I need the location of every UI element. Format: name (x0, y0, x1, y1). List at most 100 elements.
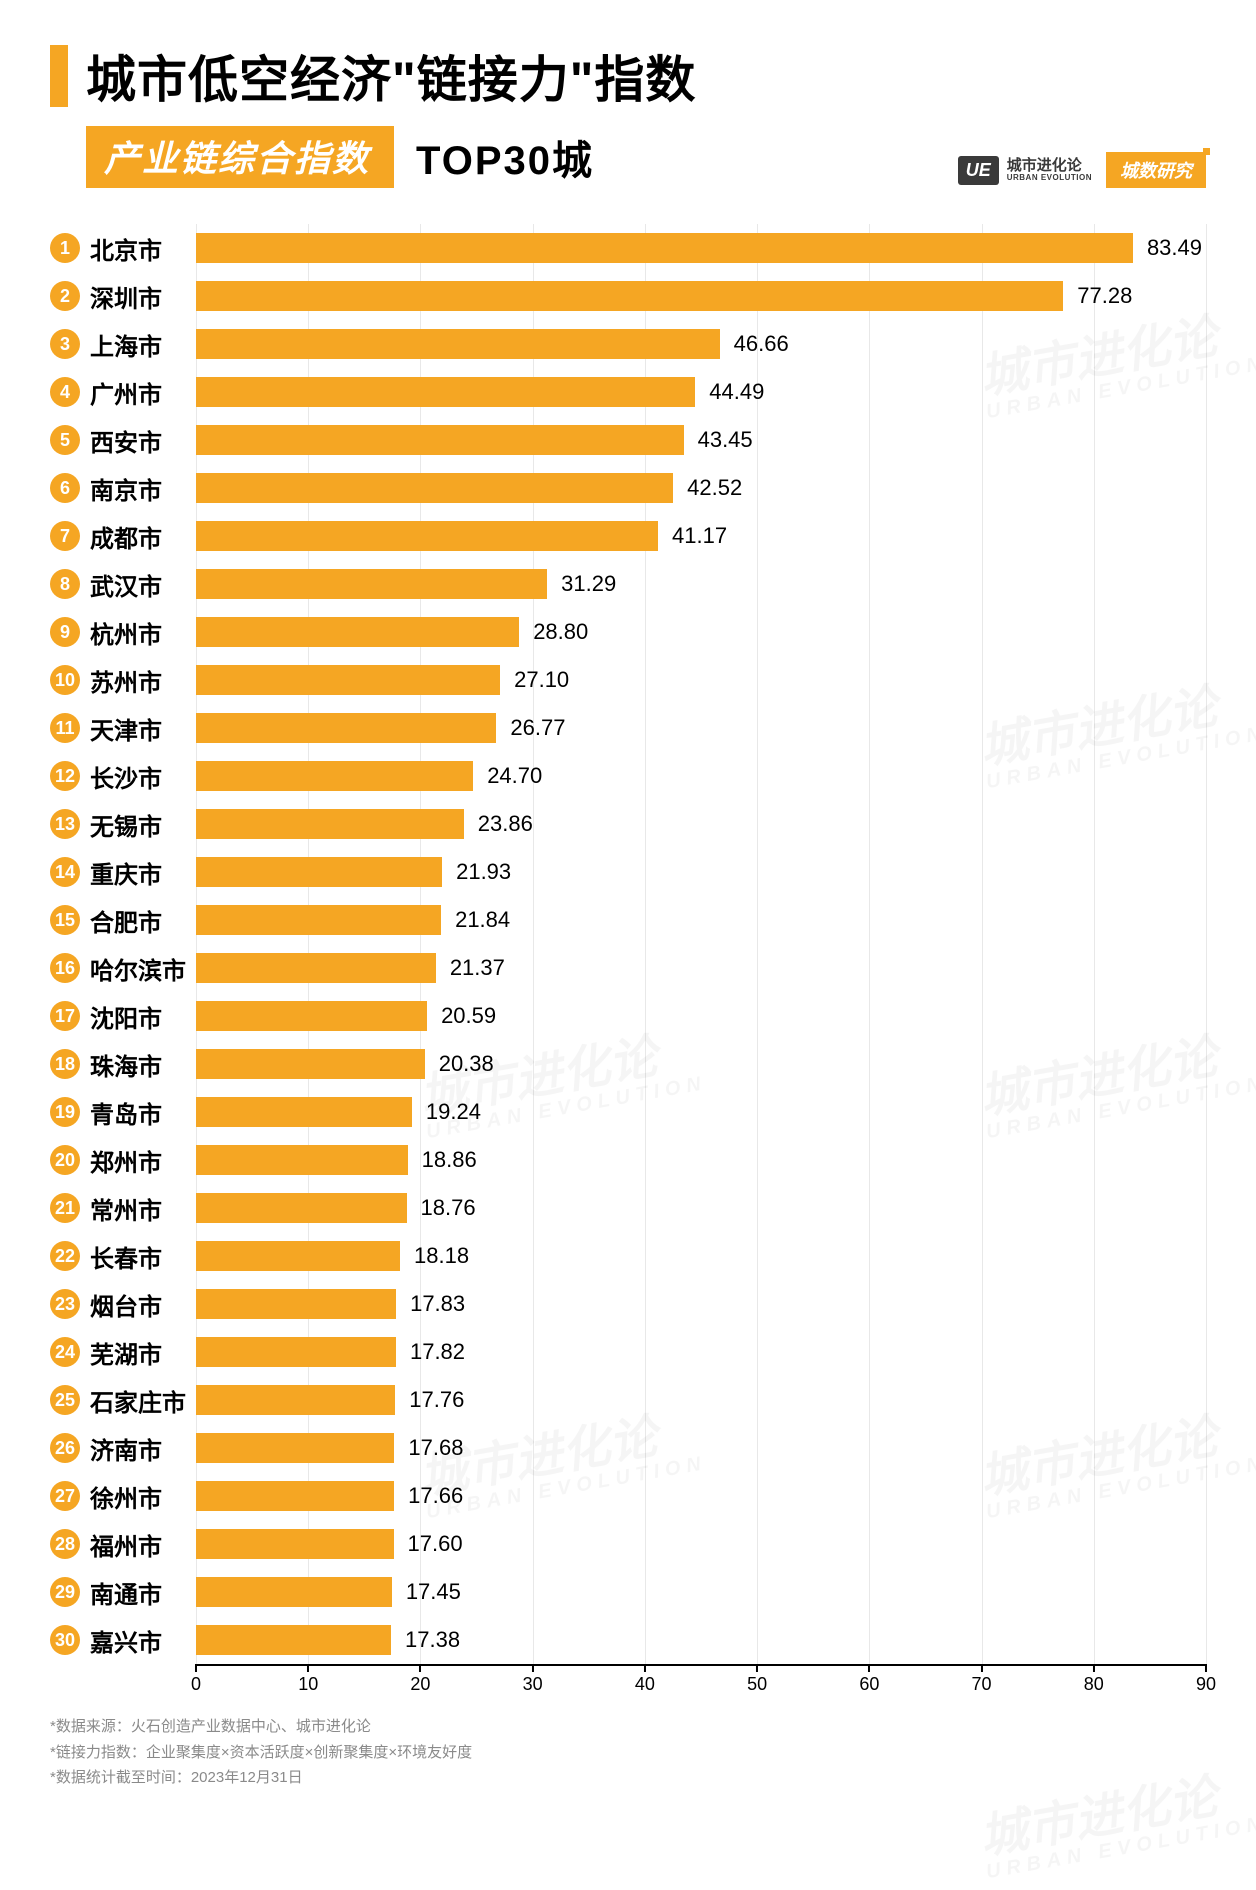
rank-badge: 28 (50, 1529, 80, 1559)
chart-row: 12长沙市24.70 (50, 752, 1206, 800)
x-tick: 80 (1084, 1664, 1104, 1695)
bar-value: 28.80 (533, 619, 588, 645)
chart-row: 3上海市46.66 (50, 320, 1206, 368)
city-label: 西安市 (80, 423, 196, 458)
chart-row: 15合肥市21.84 (50, 896, 1206, 944)
bar-value: 42.52 (687, 475, 742, 501)
chart-row: 6南京市42.52 (50, 464, 1206, 512)
city-label: 哈尔滨市 (80, 951, 196, 986)
bar-area: 17.38 (196, 1616, 1206, 1664)
city-label: 杭州市 (80, 615, 196, 650)
rank-badge: 4 (50, 377, 80, 407)
city-label: 常州市 (80, 1191, 196, 1226)
bar-area: 44.49 (196, 368, 1206, 416)
bar-area: 77.28 (196, 272, 1206, 320)
bar-value: 19.24 (426, 1099, 481, 1125)
rank-badge: 5 (50, 425, 80, 455)
bar-area: 21.93 (196, 848, 1206, 896)
bar-area: 27.10 (196, 656, 1206, 704)
main-title: 城市低空经济"链接力"指数 (86, 40, 696, 112)
city-label: 长春市 (80, 1239, 196, 1274)
city-label: 徐州市 (80, 1479, 196, 1514)
chart-row: 21常州市18.76 (50, 1184, 1206, 1232)
chart-row: 22长春市18.18 (50, 1232, 1206, 1280)
header: 城市低空经济"链接力"指数 产业链综合指数 TOP30城 UE 城市进化论 UR… (50, 40, 1206, 188)
x-tick-label: 70 (972, 1674, 992, 1695)
rank-badge: 17 (50, 1001, 80, 1031)
chart-row: 27徐州市17.66 (50, 1472, 1206, 1520)
bar-value: 18.18 (414, 1243, 469, 1269)
bar-area: 17.82 (196, 1328, 1206, 1376)
x-tick-label: 40 (635, 1674, 655, 1695)
bar (196, 1001, 427, 1031)
bar-value: 44.49 (709, 379, 764, 405)
rank-badge: 18 (50, 1049, 80, 1079)
bar (196, 905, 441, 935)
x-tick: 90 (1196, 1664, 1216, 1695)
rank-badge: 11 (50, 713, 80, 743)
bar (196, 1577, 392, 1607)
title-row: 城市低空经济"链接力"指数 (50, 40, 1206, 112)
bar (196, 761, 473, 791)
chart-row: 5西安市43.45 (50, 416, 1206, 464)
rank-badge: 7 (50, 521, 80, 551)
bar-value: 21.93 (456, 859, 511, 885)
bar-value: 27.10 (514, 667, 569, 693)
city-label: 济南市 (80, 1431, 196, 1466)
footnote-line: *数据来源：火石创造产业数据中心、城市进化论 (50, 1714, 1206, 1740)
bar-value: 31.29 (561, 571, 616, 597)
bar (196, 1049, 425, 1079)
chart-row: 4广州市44.49 (50, 368, 1206, 416)
bar-chart: 1北京市83.492深圳市77.283上海市46.664广州市44.495西安市… (50, 224, 1206, 1694)
bar-area: 17.66 (196, 1472, 1206, 1520)
rank-badge: 20 (50, 1145, 80, 1175)
bar-area: 41.17 (196, 512, 1206, 560)
chart-row: 30嘉兴市17.38 (50, 1616, 1206, 1664)
bar (196, 953, 436, 983)
x-tick: 40 (635, 1664, 655, 1695)
footnote-line: *链接力指数：企业聚集度×资本活跃度×创新聚集度×环境友好度 (50, 1740, 1206, 1766)
bar-value: 23.86 (478, 811, 533, 837)
chart-row: 20郑州市18.86 (50, 1136, 1206, 1184)
rank-badge: 6 (50, 473, 80, 503)
bar-value: 41.17 (672, 523, 727, 549)
bar (196, 1097, 412, 1127)
bar-area: 23.86 (196, 800, 1206, 848)
chart-row: 8武汉市31.29 (50, 560, 1206, 608)
bar-area: 43.45 (196, 416, 1206, 464)
chart-row: 25石家庄市17.76 (50, 1376, 1206, 1424)
bar (196, 1145, 408, 1175)
bar (196, 1337, 396, 1367)
bar-value: 83.49 (1147, 235, 1202, 261)
bar (196, 473, 673, 503)
city-label: 苏州市 (80, 663, 196, 698)
bar (196, 1193, 407, 1223)
x-tick: 70 (972, 1664, 992, 1695)
bar (196, 1241, 400, 1271)
x-tick: 0 (191, 1664, 201, 1695)
bar-value: 17.66 (408, 1483, 463, 1509)
bar-value: 17.68 (408, 1435, 463, 1461)
x-tick: 20 (410, 1664, 430, 1695)
bar-value: 17.45 (406, 1579, 461, 1605)
chart-row: 18珠海市20.38 (50, 1040, 1206, 1088)
chart-row: 2深圳市77.28 (50, 272, 1206, 320)
rank-badge: 23 (50, 1289, 80, 1319)
bar-value: 77.28 (1077, 283, 1132, 309)
chart-rows: 1北京市83.492深圳市77.283上海市46.664广州市44.495西安市… (50, 224, 1206, 1664)
rank-badge: 12 (50, 761, 80, 791)
chart-row: 11天津市26.77 (50, 704, 1206, 752)
bar-value: 20.59 (441, 1003, 496, 1029)
bar (196, 809, 464, 839)
bar-area: 28.80 (196, 608, 1206, 656)
bar (196, 1481, 394, 1511)
bar (196, 425, 684, 455)
bar-area: 17.83 (196, 1280, 1206, 1328)
city-label: 深圳市 (80, 279, 196, 314)
bar (196, 1289, 396, 1319)
x-tick: 60 (859, 1664, 879, 1695)
bar (196, 569, 547, 599)
bar-area: 83.49 (196, 224, 1206, 272)
bar-value: 21.37 (450, 955, 505, 981)
bar-value: 21.84 (455, 907, 510, 933)
